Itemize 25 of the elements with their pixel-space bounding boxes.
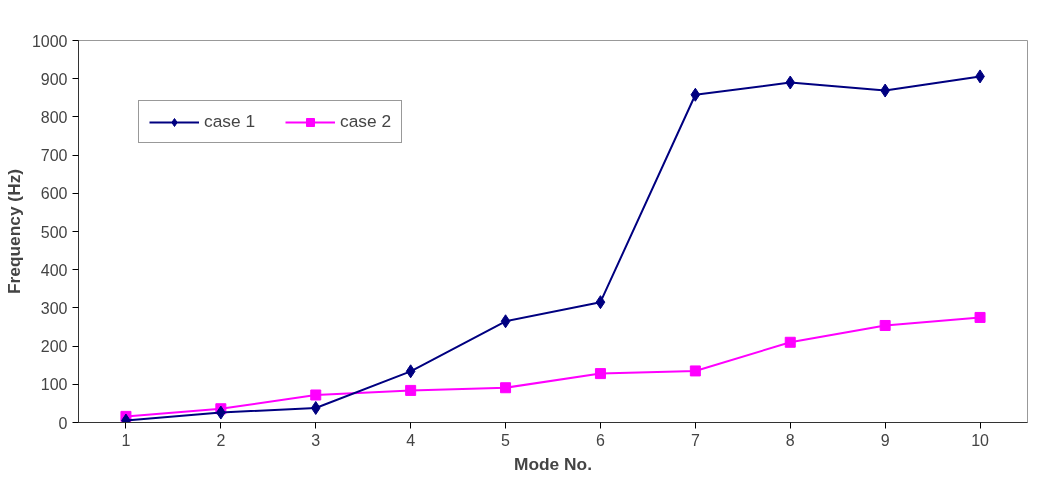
y-tick-label: 1000 — [31, 32, 68, 50]
y-tick-label: 600 — [40, 185, 68, 203]
y-tick-label: 900 — [40, 70, 68, 88]
x-tick-label: 3 — [311, 431, 321, 449]
y-tick-label: 100 — [40, 376, 68, 394]
y-tick-label: 200 — [40, 338, 68, 356]
x-tick-label: 8 — [785, 431, 795, 449]
x-tick-label: 10 — [971, 431, 990, 449]
y-tick-label: 400 — [40, 261, 68, 279]
y-axis-title: Frequency (Hz) — [3, 168, 24, 295]
x-tick-label: 6 — [596, 431, 605, 449]
y-tick-label: 500 — [40, 223, 68, 241]
legend-label: case 1 — [204, 111, 256, 132]
x-tick-label: 4 — [406, 431, 416, 449]
x-tick-label: 2 — [216, 431, 226, 449]
x-tick-label: 1 — [121, 431, 131, 449]
y-tick-label: 300 — [40, 299, 68, 317]
x-tick-label: 7 — [690, 431, 700, 449]
y-tick-label: 0 — [58, 414, 68, 432]
x-axis-title: Mode No. — [514, 453, 592, 474]
y-tick-label: 800 — [40, 108, 68, 126]
x-tick-label: 5 — [501, 431, 511, 449]
y-tick-label: 700 — [40, 147, 68, 165]
x-tick-label: 9 — [880, 431, 890, 449]
legend-label: case 2 — [340, 111, 392, 132]
